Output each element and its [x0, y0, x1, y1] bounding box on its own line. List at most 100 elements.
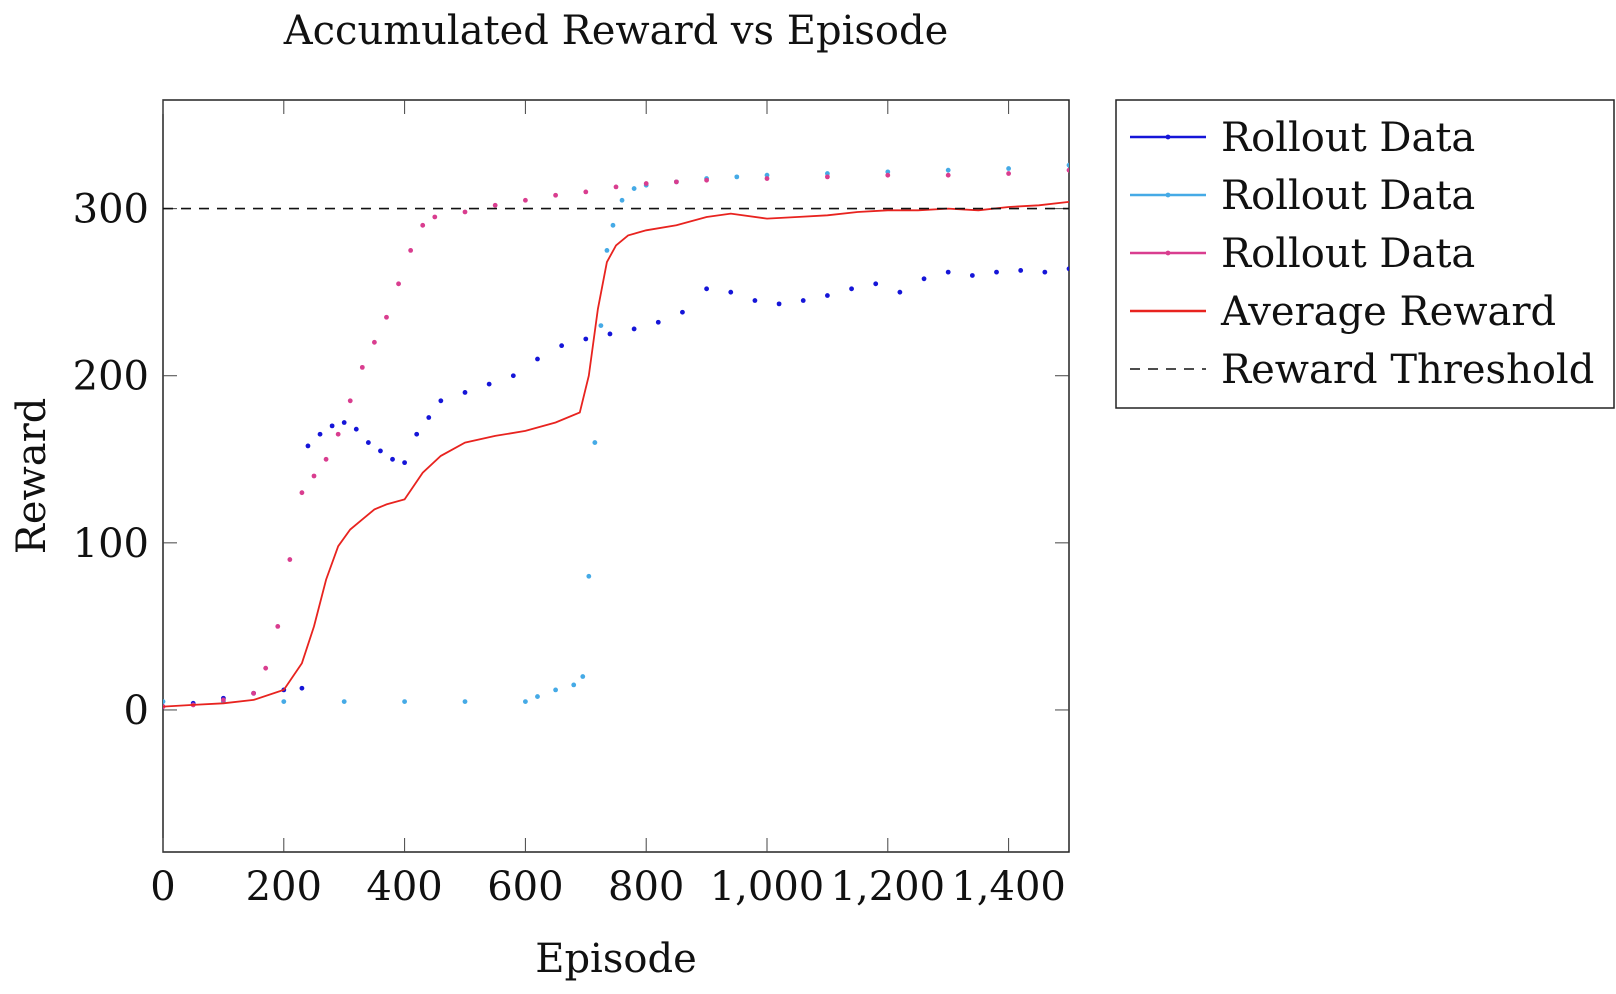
- x-tick-label: 1,000: [710, 864, 825, 910]
- data-point: [680, 309, 685, 315]
- data-point: [873, 281, 879, 287]
- data-point: [305, 443, 311, 449]
- data-point: [390, 456, 395, 462]
- data-point: [945, 269, 951, 275]
- data-point: [885, 169, 891, 175]
- data-point: [604, 248, 610, 253]
- data-point: [1018, 268, 1024, 273]
- data-point: [372, 339, 377, 345]
- series-points-1: [163, 162, 1069, 704]
- data-point: [607, 331, 613, 337]
- data-point: [251, 690, 256, 696]
- data-point: [359, 364, 365, 370]
- data-point: [281, 699, 287, 704]
- data-point: [586, 573, 592, 579]
- legend-label: Rollout Data: [1221, 115, 1475, 161]
- legend-label: Rollout Data: [1221, 231, 1475, 277]
- data-point: [598, 323, 604, 328]
- legend-label: Reward Threshold: [1221, 347, 1594, 393]
- data-point: [800, 298, 806, 303]
- legend-marker: [1165, 250, 1171, 256]
- data-point: [1042, 269, 1048, 275]
- legend-marker: [1165, 192, 1171, 198]
- data-point: [885, 172, 891, 178]
- data-point: [341, 699, 347, 704]
- data-point: [776, 301, 782, 307]
- data-point: [408, 248, 414, 253]
- average-reward-line: [163, 201, 1069, 708]
- data-point: [571, 682, 577, 688]
- data-point: [897, 289, 903, 295]
- data-point: [631, 186, 637, 191]
- data-point: [432, 214, 438, 220]
- legend-label: Rollout Data: [1221, 173, 1475, 219]
- data-point: [523, 699, 528, 704]
- data-point: [580, 674, 586, 679]
- data-point: [583, 336, 589, 342]
- data-point: [945, 167, 951, 173]
- data-point: [655, 319, 661, 325]
- data-point: [299, 685, 305, 691]
- data-point: [610, 222, 616, 228]
- x-tick-label: 600: [487, 864, 563, 910]
- data-point: [734, 174, 740, 180]
- data-point: [384, 314, 389, 320]
- series-points-2: [163, 167, 1069, 710]
- legend-marker: [1165, 134, 1171, 140]
- x-tick-label: 800: [608, 864, 684, 910]
- data-point: [396, 281, 401, 287]
- data-point: [462, 209, 468, 215]
- data-point: [1066, 167, 1069, 173]
- data-point: [329, 423, 335, 429]
- data-point: [1006, 171, 1011, 176]
- plot-area: 0 200 400 600 800 1,000 1,200 1,400 0 100 200 300: [73, 99, 1070, 910]
- x-tick-label: 1,400: [951, 864, 1066, 910]
- data-point: [335, 431, 341, 437]
- data-point: [462, 390, 468, 395]
- data-point: [163, 699, 166, 704]
- data-point: [402, 699, 407, 704]
- data-point: [619, 197, 625, 203]
- data-point: [704, 177, 709, 183]
- data-point: [323, 456, 329, 462]
- x-tick-label: 200: [246, 864, 322, 910]
- data-point: [559, 343, 565, 349]
- plot-frame: [162, 99, 1070, 853]
- data-point: [969, 273, 975, 278]
- series-points-0: [163, 266, 1069, 710]
- data-point: [613, 184, 619, 190]
- data-point: [583, 189, 589, 195]
- data-point: [221, 697, 226, 703]
- data-point: [353, 426, 359, 432]
- x-tick-label: 1,200: [831, 864, 946, 910]
- x-tick-label: 0: [150, 864, 175, 910]
- data-point: [643, 181, 649, 186]
- data-point: [825, 171, 830, 176]
- data-point: [299, 490, 305, 496]
- y-tick-label: 300: [73, 187, 149, 233]
- data-point: [535, 694, 540, 699]
- data-point: [535, 356, 540, 362]
- y-tick-label: 200: [73, 354, 149, 400]
- chart-title: Accumulated Reward vs Episode: [283, 8, 949, 54]
- data-point: [674, 179, 679, 185]
- data-point: [553, 192, 558, 198]
- data-point: [945, 172, 951, 178]
- y-tick-label: 0: [124, 688, 149, 734]
- data-point: [825, 174, 830, 180]
- data-point: [275, 624, 281, 629]
- legend-entries: Rollout Data Rollout Data Rollout Data Aver…: [1130, 115, 1594, 393]
- data-point: [414, 431, 420, 437]
- data-point: [764, 176, 770, 181]
- data-point: [1066, 266, 1069, 272]
- data-point: [402, 460, 407, 466]
- y-tick-label: 100: [73, 521, 149, 567]
- data-point: [764, 172, 770, 178]
- data-point: [341, 420, 347, 425]
- data-point: [510, 373, 516, 379]
- data-point: [438, 398, 444, 404]
- legend: Rollout Data Rollout Data Rollout Data Aver…: [1115, 99, 1615, 409]
- data-point: [523, 197, 528, 203]
- data-point: [263, 665, 269, 671]
- data-point: [553, 687, 558, 693]
